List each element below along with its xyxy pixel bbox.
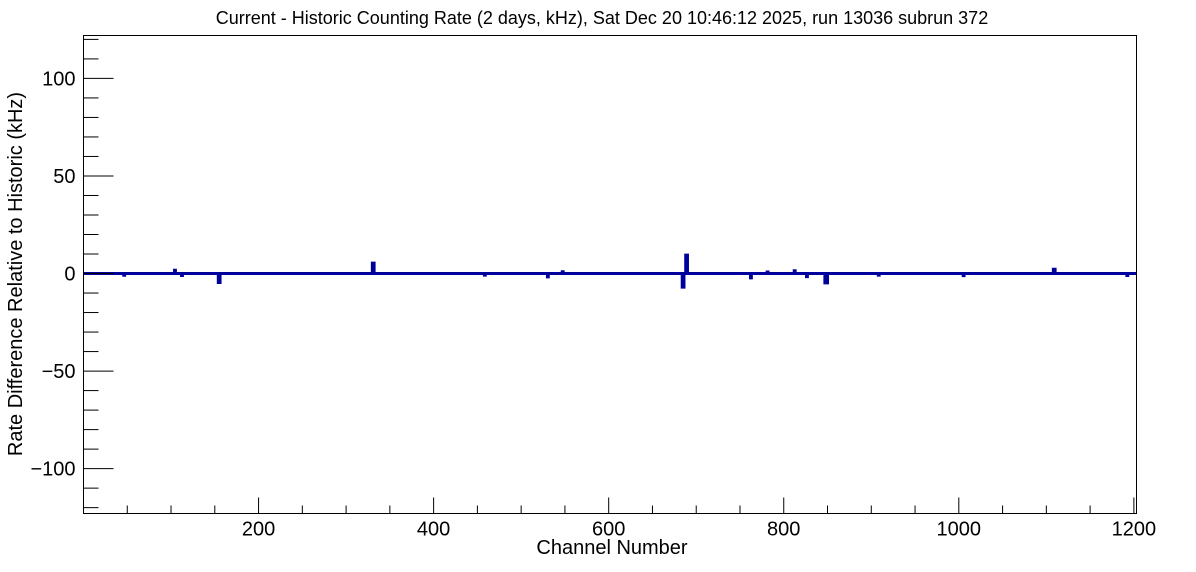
y-tick-label: 50 [53, 166, 75, 188]
x-tick-label: 1200 [1112, 519, 1157, 541]
chart-data-layer [83, 253, 1137, 289]
y-tick-label: 0 [64, 264, 75, 286]
y-tick-label: 100 [42, 68, 75, 90]
series-current-minus-historic-rate [83, 253, 1137, 289]
y-tick-label: −100 [30, 459, 75, 481]
plot-title: Current - Historic Counting Rate (2 days… [216, 8, 988, 28]
x-tick-label: 400 [417, 519, 450, 541]
y-axis-title: Rate Difference Relative to Historic (kH… [5, 92, 27, 456]
x-tick-label: 1000 [937, 519, 982, 541]
x-tick-label: 200 [242, 519, 275, 541]
y-tick-label: −50 [42, 361, 76, 383]
axes-layer: 200 400 600 800 1000 1200 100 50 0 −50 −100 [30, 35, 1157, 541]
x-axis-title: Channel Number [536, 537, 688, 559]
x-tick-label: 600 [592, 519, 625, 541]
x-tick-label: 800 [767, 519, 800, 541]
plot-frame [83, 35, 1137, 514]
